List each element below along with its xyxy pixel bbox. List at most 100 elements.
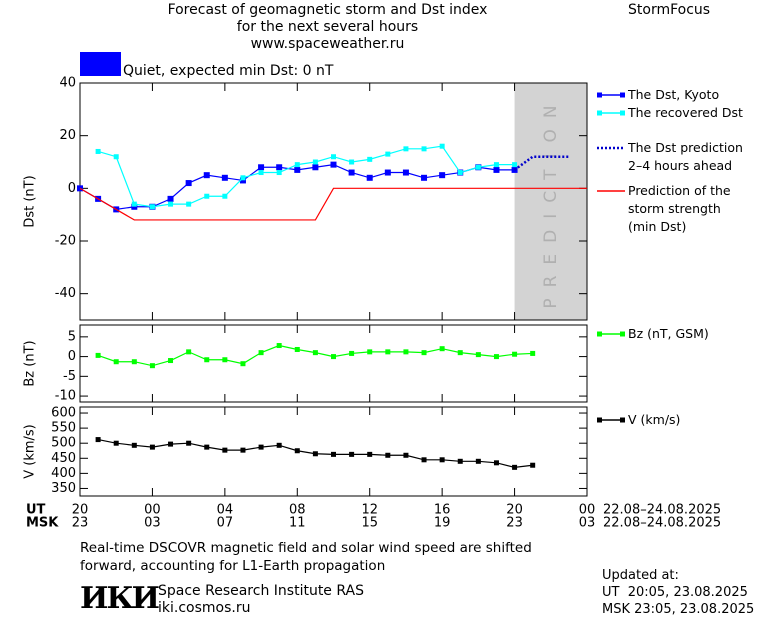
data-point [403, 146, 409, 152]
legend-marker [597, 110, 602, 116]
updated-label: Updated at: [602, 568, 679, 583]
y-tick-label: -20 [55, 234, 76, 249]
data-point [168, 441, 174, 447]
data-point [222, 193, 228, 199]
y-tick-label: 5 [68, 329, 76, 344]
data-point [312, 350, 318, 356]
title: Forecast of geomagnetic storm and Dst in… [167, 2, 488, 18]
data-point [475, 352, 481, 358]
y-axis-title: Bz (nT) [23, 340, 38, 386]
data-point [530, 350, 536, 356]
institute: Space Research Institute RAS [158, 583, 364, 599]
plot-frame [79, 406, 588, 497]
data-point [367, 451, 373, 457]
updated-msk: MSK 23:05, 23.08.2025 [602, 602, 755, 617]
x2-tick-label: 23 [72, 516, 89, 531]
data-point [240, 361, 246, 367]
y-tick-label: 400 [51, 466, 76, 481]
data-point [439, 346, 445, 352]
data-point [239, 177, 246, 184]
subtitle: for the next several hours [236, 19, 419, 35]
y-tick-label: 20 [59, 128, 76, 143]
data-point [294, 162, 300, 168]
y-axis-title: Dst (nT) [23, 175, 38, 227]
plot-frame [79, 82, 588, 321]
data-point [258, 170, 264, 176]
legend-marker [620, 331, 625, 337]
data-point [331, 354, 336, 360]
legend-label: The recovered Dst [628, 105, 743, 120]
y-tick-label: -10 [55, 389, 76, 404]
brand: StormFocus [628, 2, 711, 18]
x-tick-label: 00 [144, 503, 161, 518]
x2-axis-title: MSK [26, 516, 59, 531]
data-point [402, 169, 409, 176]
y-tick-label: 0 [68, 349, 76, 364]
y-tick-label: 600 [51, 406, 76, 421]
data-point [113, 440, 119, 446]
data-point [204, 444, 210, 450]
data-point [475, 164, 481, 170]
data-point [204, 193, 210, 199]
x-date-range: 22.08–24.08.2025 [603, 503, 721, 518]
data-point [95, 437, 101, 443]
legend-label: Prediction of the storm strength (min Ds… [628, 183, 731, 234]
data-point [349, 159, 355, 165]
legend-marker [597, 331, 602, 337]
legend-marker [620, 417, 625, 423]
data-point [258, 164, 265, 171]
x-tick-label: 16 [434, 503, 451, 518]
prediction-band [514, 83, 587, 320]
y-tick-label: -40 [55, 286, 76, 301]
data-point [113, 154, 119, 160]
data-point [457, 170, 463, 176]
data-point [276, 164, 283, 171]
data-point [493, 166, 500, 173]
data-point [294, 448, 300, 454]
x2-tick-label: 15 [361, 516, 378, 531]
data-point [203, 172, 210, 179]
data-point [403, 452, 409, 458]
data-point [385, 452, 391, 458]
data-point [185, 180, 192, 187]
data-point [312, 451, 318, 457]
data-point [258, 444, 264, 450]
legend-label: The Dst, Kyoto [628, 87, 720, 102]
data-point [348, 169, 355, 176]
data-point [330, 161, 337, 168]
data-point [512, 464, 518, 470]
x2-tick-label: 03 [144, 516, 161, 531]
legend-marker [597, 92, 602, 98]
legend-marker [620, 92, 625, 98]
data-point [457, 458, 463, 464]
data-point [367, 156, 373, 162]
y-tick-label: 500 [51, 436, 76, 451]
data-point [95, 352, 101, 358]
x2-tick-label: 03 [579, 516, 596, 531]
data-point [276, 343, 282, 349]
data-point [331, 451, 336, 457]
data-point [131, 359, 137, 365]
data-point [240, 447, 246, 453]
data-point [457, 350, 463, 356]
y-tick-label: 40 [59, 76, 76, 91]
x-axis-title: UT [26, 503, 46, 518]
note: Real-time DSCOVR magnetic field and sola… [80, 540, 532, 574]
updated-ut: UT 20:05, 23.08.2025 [602, 585, 748, 600]
data-point [439, 457, 445, 463]
data-point [421, 457, 427, 463]
data-point [530, 462, 536, 468]
data-point [294, 346, 300, 352]
y-tick-label: 350 [51, 481, 76, 496]
data-point [186, 201, 192, 207]
x-tick-label: 04 [217, 503, 234, 518]
data-point [131, 203, 138, 210]
x2-tick-label: 19 [434, 516, 451, 531]
x2-tick-label: 07 [217, 516, 234, 531]
y-tick-label: 550 [51, 421, 76, 436]
data-point [240, 175, 246, 181]
data-point [512, 162, 518, 168]
status-color [80, 52, 121, 76]
